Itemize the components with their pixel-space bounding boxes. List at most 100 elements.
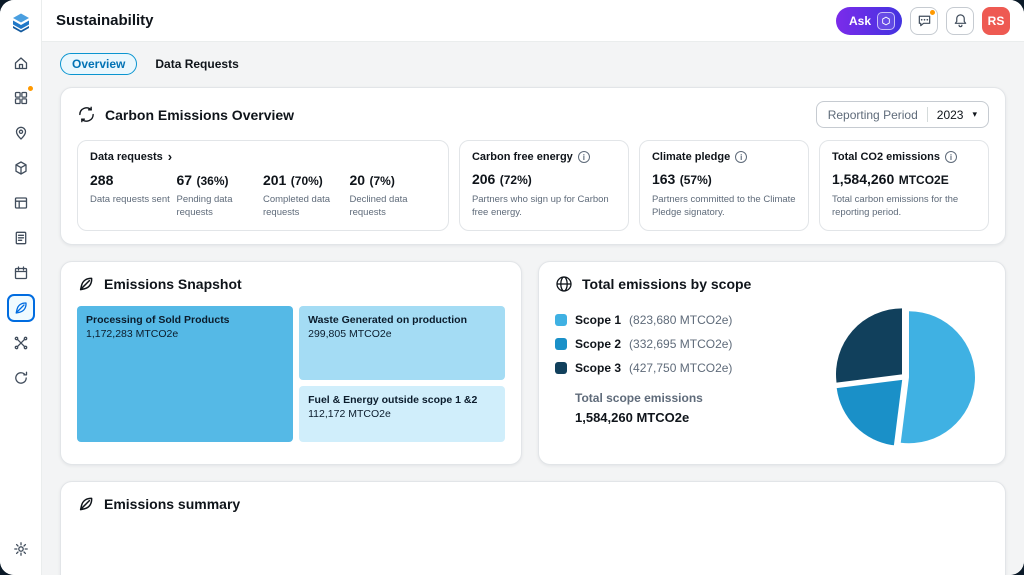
bell-icon <box>954 14 966 28</box>
sidebar-item-orders[interactable] <box>7 189 35 217</box>
stat-value: 201 <box>262 172 287 188</box>
stat-value: 67 <box>176 172 193 188</box>
info-icon[interactable]: i <box>944 151 957 163</box>
info-icon[interactable]: i <box>577 151 590 163</box>
summary-card-title: Emissions summary <box>104 495 241 512</box>
pie-slice-scope-3[interactable] <box>835 307 902 383</box>
sidebar-item-integrations[interactable] <box>7 329 35 357</box>
data-requests-title: Data requests <box>90 151 163 163</box>
stat-label: Declined data requests <box>349 194 408 218</box>
feedback-button[interactable] <box>910 6 938 35</box>
kpi-value: 1,584,260 <box>831 171 895 187</box>
page-title: Sustainability <box>56 12 154 29</box>
table-icon <box>14 197 27 209</box>
treemap-value: 299,805 MTCO2e <box>308 328 392 341</box>
sidebar-item-inventory[interactable] <box>7 154 35 182</box>
chevron-down-icon: ▾ <box>972 109 977 119</box>
co2-cycle-icon <box>79 106 94 123</box>
gear-icon <box>13 542 28 556</box>
treemap-label: Waste Generated on production <box>308 313 467 326</box>
sidebar-item-locations[interactable] <box>7 119 35 147</box>
emissions-summary-card: Emissions summary <box>60 480 1006 575</box>
content-area: Overview Data Requests Carbon Emissions … <box>42 42 1024 575</box>
kpi-title: Total CO2 emissions <box>831 151 940 163</box>
legend-item-scope-2: Scope 2 (332,695 MTCO2e) <box>555 337 811 351</box>
avatar[interactable]: RS <box>982 6 1010 35</box>
stat-pct: (70%) <box>290 174 323 188</box>
emissions-by-scope-card: Total emissions by scope Scope 1 (823,68… <box>538 260 1006 465</box>
stat-label: Completed data requests <box>262 194 331 218</box>
amazon-q-icon <box>877 11 895 30</box>
legend-label: Scope 2 <box>575 336 622 351</box>
pie-slice-scope-1[interactable] <box>900 310 975 443</box>
chat-bubble-icon <box>918 15 930 27</box>
stat-completed-requests: 201 (70%) Completed data requests <box>263 172 349 220</box>
legend-item-scope-3: Scope 3 (427,750 MTCO2e) <box>555 361 811 375</box>
stat-value: 288 <box>90 172 114 188</box>
tab-data-requests[interactable]: Data Requests <box>155 57 239 71</box>
reporting-period-select[interactable]: Reporting Period 2023 ▾ <box>815 101 989 128</box>
total-scope-value: 1,584,260 MTCO2e <box>575 409 690 425</box>
emissions-treemap: Processing of Sold Products 1,172,283 MT… <box>77 305 505 442</box>
carbon-free-energy-box: Carbon free energy i 206 (72%) Partners … <box>458 140 629 231</box>
stat-pending-requests: 67 (36%) Pending data requests <box>176 172 262 220</box>
location-pin-icon <box>15 126 26 140</box>
treemap-label: Fuel & Energy outside scope 1 &2 <box>308 393 478 406</box>
stat-data-requests-sent: 288 Data requests sent <box>90 172 176 220</box>
reporting-period-value: 2023 <box>936 107 964 122</box>
package-icon <box>14 161 27 175</box>
document-icon <box>15 231 26 245</box>
treemap-segment-fuel-energy[interactable]: Fuel & Energy outside scope 1 &2 112,172… <box>299 385 505 442</box>
kpi-desc: Total carbon emissions for the reporting… <box>831 194 959 218</box>
legend-value: (823,680 MTCO2e) <box>629 312 733 327</box>
kpi-value: 206 <box>471 171 496 187</box>
sidebar-item-home[interactable] <box>7 49 35 77</box>
sidebar-item-planning[interactable] <box>7 259 35 287</box>
dashboard-icon <box>14 91 27 105</box>
carbon-emissions-overview-card: Carbon Emissions Overview Reporting Peri… <box>60 87 1006 245</box>
network-icon <box>14 336 27 350</box>
legend-label: Scope 3 <box>575 360 622 375</box>
legend-label: Scope 1 <box>575 312 622 327</box>
feather-icon <box>79 277 93 290</box>
scope-pie-chart[interactable] <box>831 303 979 451</box>
climate-pledge-box: Climate pledge i 163 (57%) Partners comm… <box>638 140 809 231</box>
tab-overview[interactable]: Overview <box>60 53 138 75</box>
pie-slice-scope-2[interactable] <box>836 379 903 445</box>
total-co2-emissions-box: Total CO2 emissions i 1,584,260 MTCO2E T… <box>818 140 989 231</box>
scope-card-title: Total emissions by scope <box>582 275 752 292</box>
kpi-row: Data requests › 288 Data requests sent 6… <box>77 140 989 231</box>
sidebar-item-insights[interactable] <box>7 84 35 112</box>
treemap-label: Processing of Sold Products <box>86 313 230 326</box>
notifications-button[interactable] <box>946 6 974 35</box>
globe-icon <box>556 275 572 292</box>
stat-pct: (36%) <box>196 174 229 188</box>
stat-declined-requests: 20 (7%) Declined data requests <box>349 172 435 220</box>
ask-q-button[interactable]: Ask <box>835 6 902 35</box>
feedback-notification-dot <box>929 8 936 16</box>
sidebar-item-sustainability[interactable] <box>6 294 35 322</box>
total-scope-label: Total scope emissions <box>575 390 703 405</box>
scope-legend: Scope 1 (823,680 MTCO2e) Scope 2 (332,69… <box>555 303 811 425</box>
sidebar-item-reports[interactable] <box>7 224 35 252</box>
kpi-desc: Partners committed to the Climate Pledge… <box>651 194 796 218</box>
treemap-value: 112,172 MTCO2e <box>308 408 391 421</box>
treemap-segment-waste[interactable]: Waste Generated on production 299,805 MT… <box>299 305 505 380</box>
ask-q-label: Ask <box>848 13 871 28</box>
feather-icon <box>79 497 93 510</box>
treemap-segment-processing[interactable]: Processing of Sold Products 1,172,283 MT… <box>77 305 294 442</box>
data-requests-title-link[interactable]: Data requests › <box>90 150 436 163</box>
info-icon[interactable]: i <box>735 151 748 163</box>
main-area: Sustainability Ask RS <box>42 0 1024 575</box>
calendar-icon <box>14 266 27 280</box>
sidebar-item-settings[interactable] <box>7 535 35 563</box>
legend-value: (427,750 MTCO2e) <box>629 360 733 375</box>
home-icon <box>14 57 27 70</box>
sidebar <box>0 0 42 575</box>
legend-swatch <box>555 337 567 350</box>
sustainability-leaf-icon <box>15 302 27 314</box>
stat-value: 20 <box>349 172 366 188</box>
sidebar-item-workflows[interactable] <box>7 364 35 392</box>
legend-value: (332,695 MTCO2e) <box>629 336 733 351</box>
